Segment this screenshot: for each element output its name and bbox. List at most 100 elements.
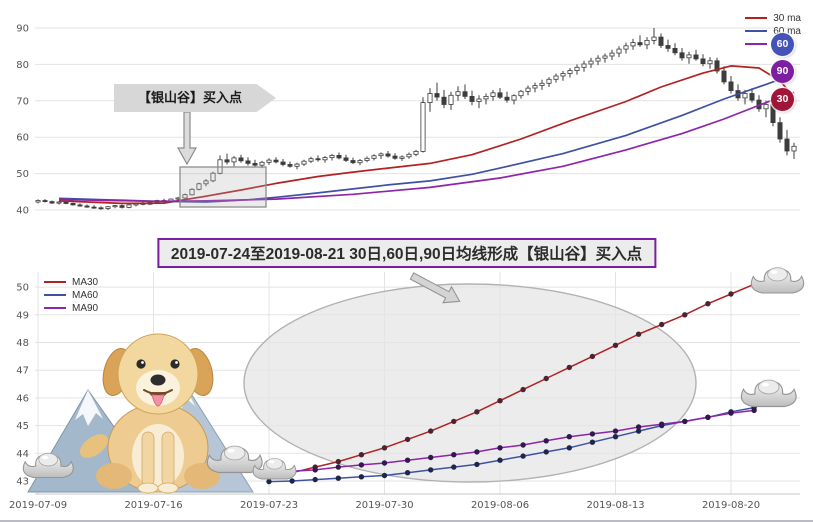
candle-body (742, 93, 748, 99)
candle-body (336, 154, 342, 159)
candle-body (630, 42, 636, 47)
legend-swatch-MA90 (44, 306, 66, 310)
candle-body (273, 159, 279, 163)
candle-body (98, 207, 104, 210)
candle-body (231, 157, 237, 163)
candle-body (245, 160, 251, 164)
data-point-MA90 (335, 464, 341, 470)
data-point-MA90 (428, 454, 434, 461)
highlight-ellipse (243, 283, 697, 483)
data-point-MA30 (659, 321, 665, 328)
legend-swatch-MA60 (44, 293, 66, 297)
candle-body (546, 78, 552, 84)
decorations (22, 111, 805, 494)
x-tick-label: 2019-07-09 (9, 500, 67, 511)
candlestick-series (35, 28, 797, 210)
y-tick-label: 47 (16, 366, 29, 377)
candle-body (455, 91, 461, 96)
candle-body (707, 60, 713, 65)
data-point-MA30 (589, 353, 596, 360)
data-point-MA90 (705, 414, 711, 420)
candle-body (763, 104, 769, 110)
y-tick-label: 70 (16, 96, 29, 107)
candle-body (693, 54, 699, 60)
candle-body (728, 81, 734, 92)
x-tick-label: 2019-08-06 (471, 500, 529, 511)
candle-body (483, 96, 489, 100)
data-point-MA30 (543, 375, 549, 382)
data-point-MA90 (312, 467, 318, 473)
legend-swatch-30ma (745, 16, 768, 20)
x-tick-label: 2019-07-16 (124, 500, 182, 511)
data-point-MA60 (520, 453, 526, 459)
data-point-MA60 (589, 439, 596, 445)
candle-body (399, 156, 405, 159)
candle-body (665, 45, 671, 49)
data-point-MA90 (728, 410, 734, 416)
bottom-highlight (243, 283, 697, 483)
legend-item-MA90: MA90 (44, 303, 98, 314)
legend-swatch-MA30 (44, 280, 66, 284)
candle-body (70, 202, 76, 206)
candle-body (511, 95, 517, 101)
ma-line-90ma (58, 91, 795, 203)
y-tick-label: 49 (16, 310, 29, 321)
data-point-MA30 (520, 386, 526, 393)
data-point-MA90 (358, 462, 365, 468)
silver-ingot-mid-right (740, 379, 797, 408)
data-point-MA90 (474, 449, 480, 455)
candle-body (532, 85, 538, 89)
candle-body (196, 183, 202, 190)
candle-body (343, 157, 349, 161)
legend-label-MA60: MA60 (72, 289, 99, 301)
data-point-MA60 (497, 457, 503, 463)
data-point-MA60 (289, 478, 295, 484)
candle-body (518, 90, 524, 97)
candle-body (56, 201, 62, 204)
series-line-MA90 (268, 409, 755, 474)
data-point-MA60 (404, 470, 411, 476)
data-point-MA60 (543, 449, 549, 455)
candle-body (301, 160, 307, 165)
down-arrow (176, 111, 198, 166)
y-tick-label: 43 (16, 477, 29, 488)
candle-body (448, 94, 454, 105)
legend-label-60ma: 60 ma (773, 25, 801, 37)
data-point-MA90 (381, 460, 388, 466)
series-line-MA30 (268, 283, 755, 478)
candle-body (266, 159, 272, 163)
data-point-MA30 (381, 445, 388, 451)
legend-item-60ma: 60 ma (745, 25, 801, 37)
data-point-MA90 (451, 452, 457, 458)
candle-body (63, 201, 69, 204)
candle-body (588, 60, 594, 65)
candle-body (280, 161, 286, 165)
banner-title: 2019-07-24至2019-08-21 30日,60日,90日均线形成【银山… (156, 238, 657, 268)
y-tick-label: 90 (16, 24, 29, 35)
candle-body (35, 200, 41, 203)
y-tick-label: 48 (16, 338, 29, 349)
data-point-MA90 (589, 431, 596, 437)
candle-body (287, 164, 293, 167)
top-chart-legend: 30 ma 60 ma (745, 13, 801, 49)
legend-label-30ma: 30 ma (773, 12, 801, 24)
candle-body (413, 150, 419, 155)
data-point-MA60 (612, 434, 619, 440)
candle-body (700, 58, 706, 65)
candle-body (777, 122, 783, 140)
data-point-MA60 (266, 478, 272, 485)
candle-body (364, 157, 370, 161)
candle-body (623, 45, 629, 50)
data-point-MA60 (428, 467, 434, 473)
candle-body (539, 82, 545, 86)
data-point-MA30 (474, 409, 480, 415)
data-point-MA60 (312, 476, 318, 483)
ma-line-60ma (58, 73, 795, 203)
candle-body (126, 204, 132, 208)
legend-item-MA60: MA60 (44, 289, 99, 301)
candle-body (497, 92, 503, 98)
data-point-MA30 (566, 364, 572, 371)
candle-body (315, 158, 321, 161)
x-tick-label: 2019-08-20 (702, 500, 760, 511)
